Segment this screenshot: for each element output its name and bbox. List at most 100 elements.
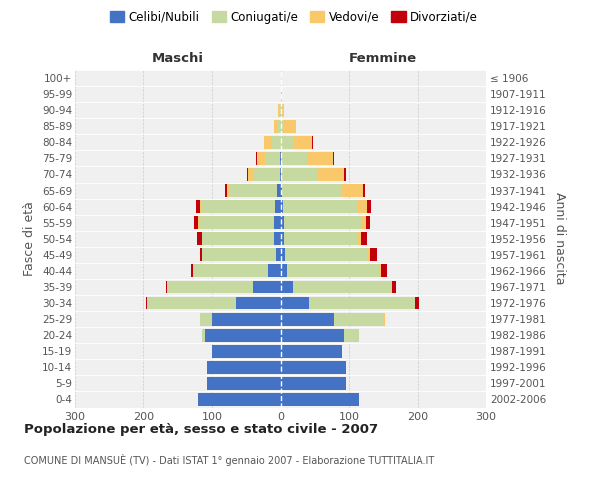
Bar (247, 168, 248, 181)
Bar (368, 248, 370, 261)
Bar (281, 329, 344, 342)
Bar (344, 329, 359, 342)
Bar (200, 312, 212, 326)
Bar (284, 120, 296, 132)
Text: Popolazione per età, sesso e stato civile - 2007: Popolazione per età, sesso e stato civil… (24, 422, 378, 436)
Bar (206, 361, 281, 374)
Bar (254, 168, 280, 181)
Bar (212, 345, 281, 358)
Bar (268, 264, 281, 278)
Bar (277, 120, 281, 132)
Bar (275, 200, 281, 213)
Bar (283, 200, 356, 213)
Bar (197, 232, 202, 245)
Bar (282, 184, 342, 197)
Bar (201, 200, 275, 213)
Bar (212, 312, 281, 326)
Bar (318, 168, 344, 181)
Bar (248, 168, 254, 181)
Bar (198, 393, 281, 406)
Bar (281, 88, 282, 101)
Bar (287, 264, 380, 278)
Bar (147, 296, 236, 310)
Bar (274, 216, 281, 229)
Bar (281, 200, 283, 213)
Bar (367, 200, 371, 213)
Legend: Celibi/Nubili, Coniugati/e, Vedovi/e, Divorziati/e: Celibi/Nubili, Coniugati/e, Vedovi/e, Di… (105, 6, 483, 28)
Bar (264, 136, 272, 149)
Bar (342, 184, 363, 197)
Bar (202, 329, 205, 342)
Bar (281, 280, 293, 293)
Bar (281, 104, 282, 117)
Bar (363, 184, 365, 197)
Bar (200, 248, 202, 261)
Bar (265, 152, 280, 165)
Bar (370, 248, 377, 261)
Bar (227, 184, 229, 197)
Bar (277, 184, 281, 197)
Bar (280, 152, 281, 165)
Bar (200, 200, 201, 213)
Bar (293, 280, 392, 293)
Bar (361, 232, 367, 245)
Bar (278, 104, 279, 117)
Bar (279, 104, 281, 117)
Text: COMUNE DI MANSUÈ (TV) - Dati ISTAT 1° gennaio 2007 - Elaborazione TUTTITALIA.IT: COMUNE DI MANSUÈ (TV) - Dati ISTAT 1° ge… (24, 454, 434, 466)
Bar (167, 280, 253, 293)
Bar (206, 377, 281, 390)
Bar (356, 200, 367, 213)
Bar (281, 152, 307, 165)
Bar (229, 184, 277, 197)
Bar (272, 136, 281, 149)
Bar (146, 296, 147, 310)
Bar (281, 361, 346, 374)
Bar (281, 136, 293, 149)
Bar (198, 216, 199, 229)
Bar (193, 264, 268, 278)
Bar (383, 312, 385, 326)
Bar (358, 232, 361, 245)
Bar (281, 377, 346, 390)
Bar (281, 312, 334, 326)
Bar (274, 232, 281, 245)
Bar (281, 393, 359, 406)
Bar (274, 120, 277, 132)
Bar (281, 184, 282, 197)
Bar (281, 232, 284, 245)
Bar (334, 312, 383, 326)
Bar (282, 104, 284, 117)
Bar (194, 216, 198, 229)
Bar (281, 264, 287, 278)
Bar (196, 200, 200, 213)
Bar (366, 216, 370, 229)
Bar (380, 264, 381, 278)
Bar (361, 216, 366, 229)
Bar (253, 280, 281, 293)
Bar (309, 296, 415, 310)
Bar (281, 168, 318, 181)
Bar (392, 280, 395, 293)
Bar (284, 216, 361, 229)
Bar (281, 216, 284, 229)
Bar (280, 168, 281, 181)
Bar (202, 232, 274, 245)
Bar (277, 248, 281, 261)
Bar (225, 184, 227, 197)
Bar (236, 296, 281, 310)
Bar (284, 248, 368, 261)
Bar (281, 296, 309, 310)
Bar (202, 248, 277, 261)
Bar (205, 329, 281, 342)
Bar (281, 120, 284, 132)
Bar (281, 248, 284, 261)
Bar (281, 345, 342, 358)
Bar (344, 168, 346, 181)
Bar (191, 264, 193, 278)
Y-axis label: Fasce di età: Fasce di età (23, 202, 37, 276)
Bar (166, 280, 167, 293)
Bar (332, 152, 334, 165)
Bar (199, 216, 274, 229)
Bar (415, 296, 419, 310)
Bar (381, 264, 386, 278)
